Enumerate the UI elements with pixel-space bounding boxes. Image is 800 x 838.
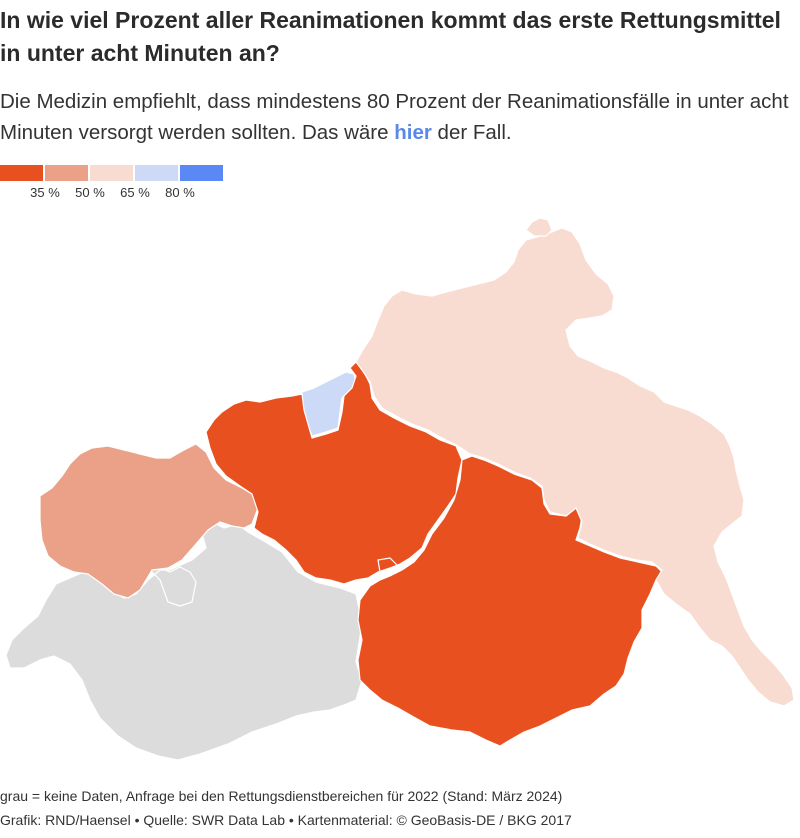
footer-credits: Grafik: RND/Haensel • Quelle: SWR Data L… <box>0 812 572 828</box>
legend-swatch-1 <box>0 165 43 181</box>
legend-swatches <box>0 165 225 181</box>
legend-swatch-5 <box>180 165 223 181</box>
legend-swatch-3 <box>90 165 133 181</box>
legend-tick-50: 50 % <box>75 185 105 200</box>
region-northeast-island <box>525 217 553 237</box>
subtitle-text-start: Die Medizin empfiehlt, dass mindestens 8… <box>0 90 789 144</box>
legend-tick-80: 80 % <box>165 185 195 200</box>
region-central <box>205 361 463 585</box>
subtitle-highlight: hier <box>394 121 432 144</box>
boundary-central-southeast <box>377 549 425 573</box>
chart-subtitle: Die Medizin empfiehlt, dass mindestens 8… <box>0 86 790 148</box>
footer-note: grau = keine Daten, Anfrage bei den Rett… <box>0 788 563 804</box>
chart-title: In wie viel Prozent aller Reanimationen … <box>0 7 781 66</box>
color-legend: 35 % 50 % 65 % 80 % <box>0 165 225 200</box>
region-southwest <box>5 521 363 761</box>
legend-tick-65: 65 % <box>120 185 150 200</box>
legend-swatch-2 <box>45 165 88 181</box>
legend-swatch-4 <box>135 165 178 181</box>
choropleth-map <box>5 217 795 761</box>
region-west <box>39 443 259 599</box>
legend-tick-35: 35 % <box>30 185 60 200</box>
legend-ticks: 35 % 50 % 65 % 80 % <box>0 181 225 200</box>
subtitle-text-end: der Fall. <box>431 121 512 144</box>
